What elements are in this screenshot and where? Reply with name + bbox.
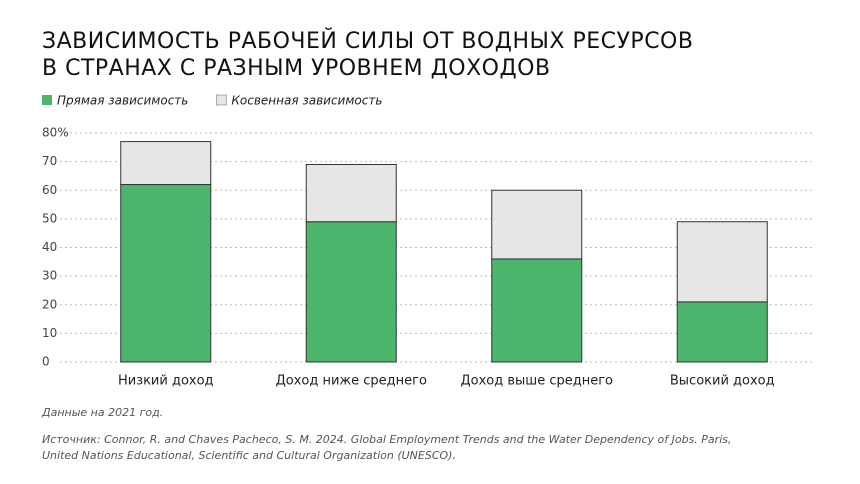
source: United Nations Educational, Scientific a… (42, 449, 456, 462)
bar-segment (676, 301, 768, 363)
bar-segment (120, 141, 212, 186)
y-tick-label: 80% (42, 126, 69, 140)
bar-segment (305, 163, 397, 223)
x-tick-label: Доход ниже среднего (276, 374, 427, 389)
x-tick-label: Доход выше среднего (461, 374, 614, 389)
y-tick-label: 60 (42, 183, 57, 197)
y-tick-label: 20 (42, 297, 57, 311)
legend-swatch (42, 95, 52, 105)
bar-segment (491, 189, 583, 260)
y-tick-label: 40 (42, 240, 57, 254)
note: Данные на 2021 год. (41, 406, 163, 419)
x-tick-label: Низкий доход (118, 374, 214, 389)
bar-segment (491, 258, 583, 363)
bar-segment (676, 221, 768, 303)
legend-label: Косвенная зависимость (231, 94, 382, 108)
source: Источник: Connor, R. and Chaves Pacheco,… (42, 433, 731, 446)
y-tick-label: 0 (42, 355, 50, 369)
y-tick-label: 70 (42, 154, 57, 168)
bar-segment (120, 184, 212, 363)
chart-title: в странах с разным уровнем доходов (42, 56, 551, 81)
y-tick-label: 50 (42, 211, 57, 225)
x-tick-label: Высокий доход (670, 374, 775, 389)
bar-segment (305, 221, 397, 363)
chart-title: Зависимость рабочей силы от водных ресур… (42, 28, 693, 54)
legend-label: Прямая зависимость (57, 94, 188, 108)
legend-swatch (215, 94, 227, 106)
y-tick-label: 30 (42, 269, 57, 283)
y-tick-label: 10 (42, 326, 57, 340)
